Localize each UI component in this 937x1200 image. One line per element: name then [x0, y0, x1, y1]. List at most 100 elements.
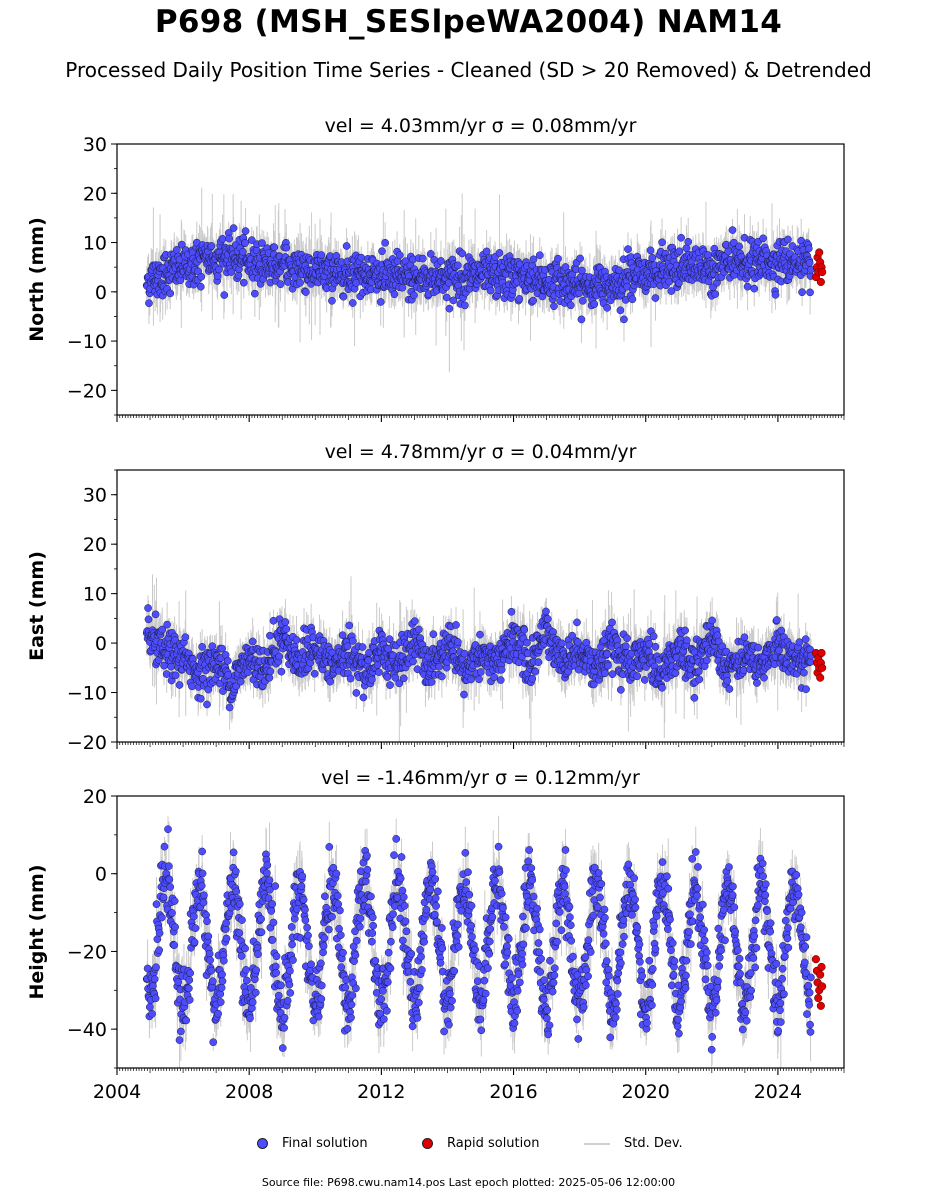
- final-point: [218, 644, 226, 653]
- y-tick-label: 10: [83, 233, 107, 255]
- final-point: [188, 682, 196, 691]
- final-point: [486, 286, 495, 295]
- final-point: [357, 253, 366, 262]
- final-point: [225, 234, 234, 243]
- final-point: [418, 254, 427, 263]
- final-point: [675, 247, 684, 256]
- final-point: [239, 247, 247, 256]
- final-solution-points: [142, 604, 815, 712]
- final-point: [390, 290, 399, 299]
- final-point: [282, 243, 291, 252]
- final-point: [453, 261, 462, 270]
- rapid-solution-points: [811, 248, 827, 287]
- final-point: [651, 294, 660, 302]
- final-point: [198, 643, 206, 651]
- final-point: [682, 244, 691, 252]
- final-point: [376, 298, 385, 306]
- final-point: [554, 254, 562, 263]
- final-point: [784, 235, 792, 244]
- final-point: [684, 237, 693, 246]
- final-point: [628, 295, 637, 304]
- final-point: [158, 625, 167, 634]
- final-point: [798, 288, 806, 297]
- final-point: [197, 272, 206, 281]
- final-point: [144, 604, 152, 612]
- final-point: [239, 278, 248, 287]
- final-point: [167, 662, 175, 671]
- final-point: [442, 293, 451, 302]
- final-point: [445, 304, 454, 313]
- final-point: [806, 288, 814, 297]
- final-point: [675, 279, 683, 287]
- final-point: [461, 301, 469, 310]
- final-point: [750, 284, 759, 293]
- final-point: [328, 296, 336, 305]
- final-point: [550, 302, 558, 311]
- final-solution-points: [142, 224, 815, 324]
- final-point: [215, 265, 223, 274]
- final-point: [181, 633, 190, 642]
- final-point: [207, 242, 216, 250]
- final-point: [771, 291, 780, 299]
- final-point: [395, 251, 404, 259]
- final-point: [247, 236, 256, 244]
- final-point: [603, 303, 611, 312]
- final-point: [196, 282, 205, 291]
- y-tick-label: −10: [67, 331, 107, 353]
- final-point: [515, 295, 524, 303]
- figure-subtitle: Processed Daily Position Time Series - C…: [65, 58, 872, 82]
- final-point: [658, 238, 666, 247]
- final-point: [724, 247, 732, 256]
- y-tick-label: −20: [67, 380, 107, 402]
- final-point: [378, 247, 386, 256]
- final-point: [348, 299, 357, 307]
- final-point: [437, 257, 445, 265]
- final-point: [166, 289, 175, 298]
- final-point: [648, 254, 657, 262]
- final-point: [176, 276, 185, 285]
- final-point: [616, 306, 625, 315]
- final-point: [296, 278, 304, 287]
- final-point: [667, 287, 676, 295]
- final-point: [339, 292, 348, 301]
- final-point: [144, 615, 153, 624]
- final-point: [759, 234, 767, 243]
- final-point: [151, 610, 160, 619]
- y-axis-label: North (mm): [26, 217, 48, 342]
- final-point: [270, 243, 279, 252]
- panel-title: vel = 4.03mm/yr σ = 0.08mm/yr: [325, 115, 637, 137]
- plot-area: [142, 187, 827, 373]
- plot-area: [142, 574, 827, 742]
- final-point: [624, 245, 632, 253]
- final-point: [208, 642, 217, 651]
- final-point: [213, 272, 222, 280]
- final-point: [220, 291, 229, 299]
- rapid-point: [815, 248, 824, 257]
- y-tick-label: 0: [95, 282, 107, 304]
- final-point: [449, 296, 458, 305]
- final-point: [735, 242, 744, 251]
- final-point: [145, 299, 153, 308]
- final-point: [804, 244, 813, 253]
- final-point: [398, 283, 407, 292]
- final-point: [566, 301, 575, 310]
- final-point: [175, 681, 184, 689]
- final-point: [342, 242, 351, 250]
- final-point: [577, 315, 586, 324]
- final-point: [535, 251, 544, 260]
- final-point: [711, 290, 720, 298]
- final-point: [576, 254, 584, 263]
- final-point: [482, 247, 491, 256]
- final-point: [218, 234, 227, 243]
- figure-title: P698 (MSH_SESlpeWA2004) NAM14: [154, 4, 783, 40]
- final-point: [171, 671, 180, 680]
- final-point: [578, 296, 587, 305]
- y-tick-label: 30: [83, 134, 107, 156]
- final-point: [196, 694, 205, 703]
- final-point: [241, 239, 249, 247]
- final-point: [381, 238, 389, 247]
- final-point: [458, 249, 467, 258]
- rapid-point: [816, 277, 825, 287]
- final-point: [646, 246, 655, 255]
